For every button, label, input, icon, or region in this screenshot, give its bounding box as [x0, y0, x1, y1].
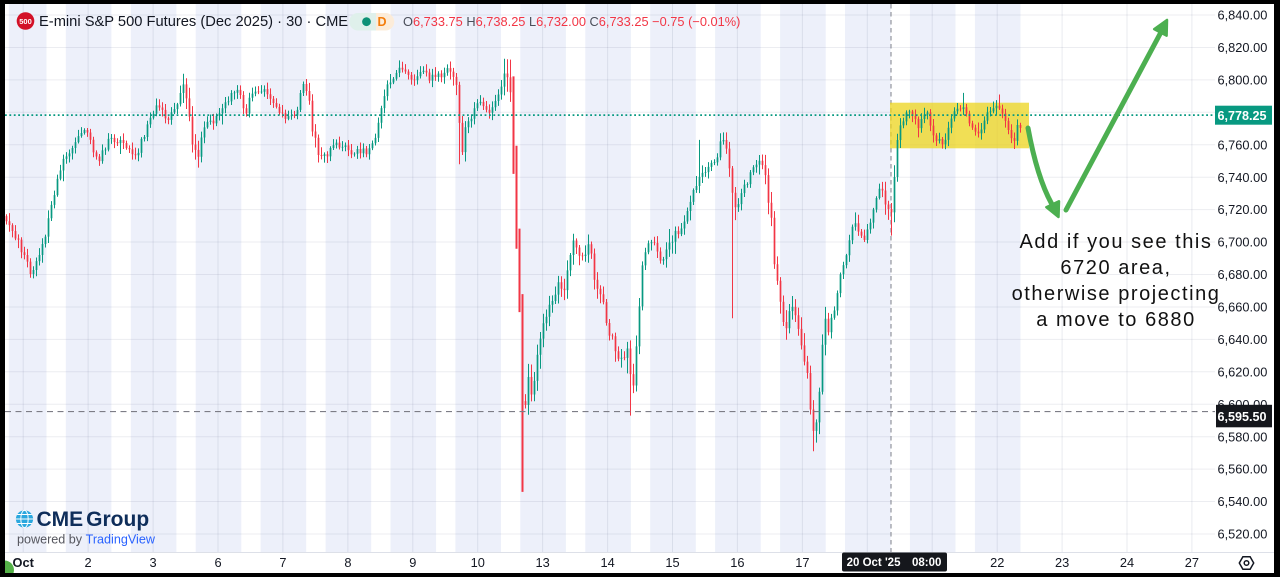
svg-text:24: 24	[1120, 555, 1134, 570]
svg-text:6,540.00: 6,540.00	[1218, 494, 1268, 509]
svg-text:7: 7	[279, 555, 286, 570]
svg-text:6,820.00: 6,820.00	[1218, 40, 1268, 55]
svg-text:E-mini S&P 500 Futures (Dec 20: E-mini S&P 500 Futures (Dec 2025) · 30 ·…	[39, 14, 348, 30]
svg-text:6,778.25: 6,778.25	[1218, 109, 1267, 123]
svg-text:6,680.00: 6,680.00	[1218, 267, 1268, 282]
svg-text:22: 22	[990, 555, 1004, 570]
svg-text:17: 17	[795, 555, 809, 570]
svg-text:6,560.00: 6,560.00	[1218, 462, 1268, 477]
svg-text:6,640.00: 6,640.00	[1218, 332, 1268, 347]
svg-text:20 Oct '25 08:00: 20 Oct '25 08:00	[847, 557, 942, 569]
svg-text:14: 14	[600, 555, 614, 570]
svg-text:15: 15	[665, 555, 679, 570]
svg-text:10: 10	[471, 555, 485, 570]
svg-text:6,800.00: 6,800.00	[1218, 73, 1268, 88]
svg-text:Add if you see this: Add if you see this	[1020, 231, 1213, 253]
svg-text:6,700.00: 6,700.00	[1218, 235, 1268, 250]
svg-text:O6,733.75 H6,738.25 L6,732.00: O6,733.75 H6,738.25 L6,732.00 C6,733.25 …	[403, 14, 740, 29]
svg-text:13: 13	[535, 555, 549, 570]
svg-text:2: 2	[85, 555, 92, 570]
svg-text:27: 27	[1185, 555, 1199, 570]
svg-text:6,520.00: 6,520.00	[1218, 527, 1268, 542]
svg-text:23: 23	[1055, 555, 1069, 570]
svg-text:D: D	[377, 15, 386, 29]
svg-text:6,580.00: 6,580.00	[1218, 429, 1268, 444]
svg-text:powered by TradingView: powered by TradingView	[17, 533, 156, 547]
svg-text:6,660.00: 6,660.00	[1218, 300, 1268, 315]
svg-text:6,740.00: 6,740.00	[1218, 170, 1268, 185]
svg-text:a move to 6880: a move to 6880	[1036, 309, 1196, 331]
svg-text:8: 8	[344, 555, 351, 570]
svg-text:Oct: Oct	[13, 555, 35, 570]
svg-text:500: 500	[19, 17, 32, 26]
svg-text:otherwise projecting: otherwise projecting	[1012, 283, 1221, 305]
svg-text:6,620.00: 6,620.00	[1218, 364, 1268, 379]
svg-text:6,595.50: 6,595.50	[1218, 410, 1267, 424]
svg-text:6,840.00: 6,840.00	[1218, 8, 1268, 23]
svg-text:9: 9	[409, 555, 416, 570]
svg-text:6,760.00: 6,760.00	[1218, 137, 1268, 152]
svg-text:6,720.00: 6,720.00	[1218, 202, 1268, 217]
svg-text:6720 area,: 6720 area,	[1060, 257, 1171, 279]
svg-text:6: 6	[214, 555, 221, 570]
svg-text:3: 3	[150, 555, 157, 570]
svg-text:16: 16	[730, 555, 744, 570]
